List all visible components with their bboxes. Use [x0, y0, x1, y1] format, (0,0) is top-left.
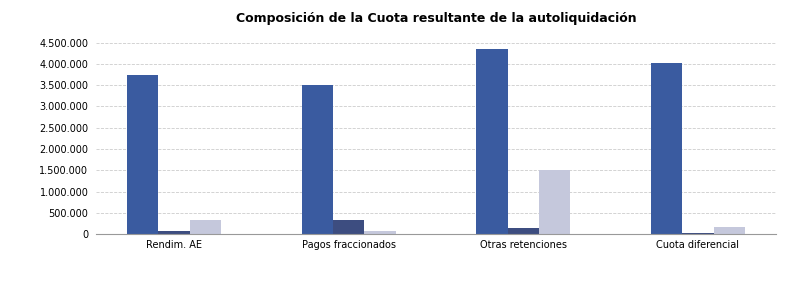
Bar [333, 220, 365, 234]
Bar [127, 75, 158, 234]
Bar [158, 232, 190, 234]
Bar [476, 49, 507, 234]
Bar [190, 220, 222, 234]
Bar [302, 85, 333, 234]
Bar [365, 232, 396, 234]
Bar [714, 227, 745, 234]
Bar [539, 170, 570, 234]
Bar [507, 228, 539, 234]
Title: Composición de la Cuota resultante de la autoliquidación: Composición de la Cuota resultante de la… [236, 12, 636, 25]
Bar [682, 233, 714, 234]
Bar [650, 63, 682, 234]
